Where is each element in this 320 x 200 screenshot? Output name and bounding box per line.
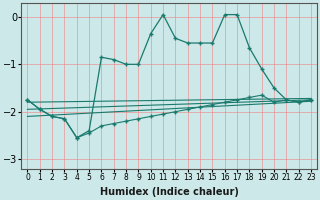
X-axis label: Humidex (Indice chaleur): Humidex (Indice chaleur) [100, 187, 239, 197]
